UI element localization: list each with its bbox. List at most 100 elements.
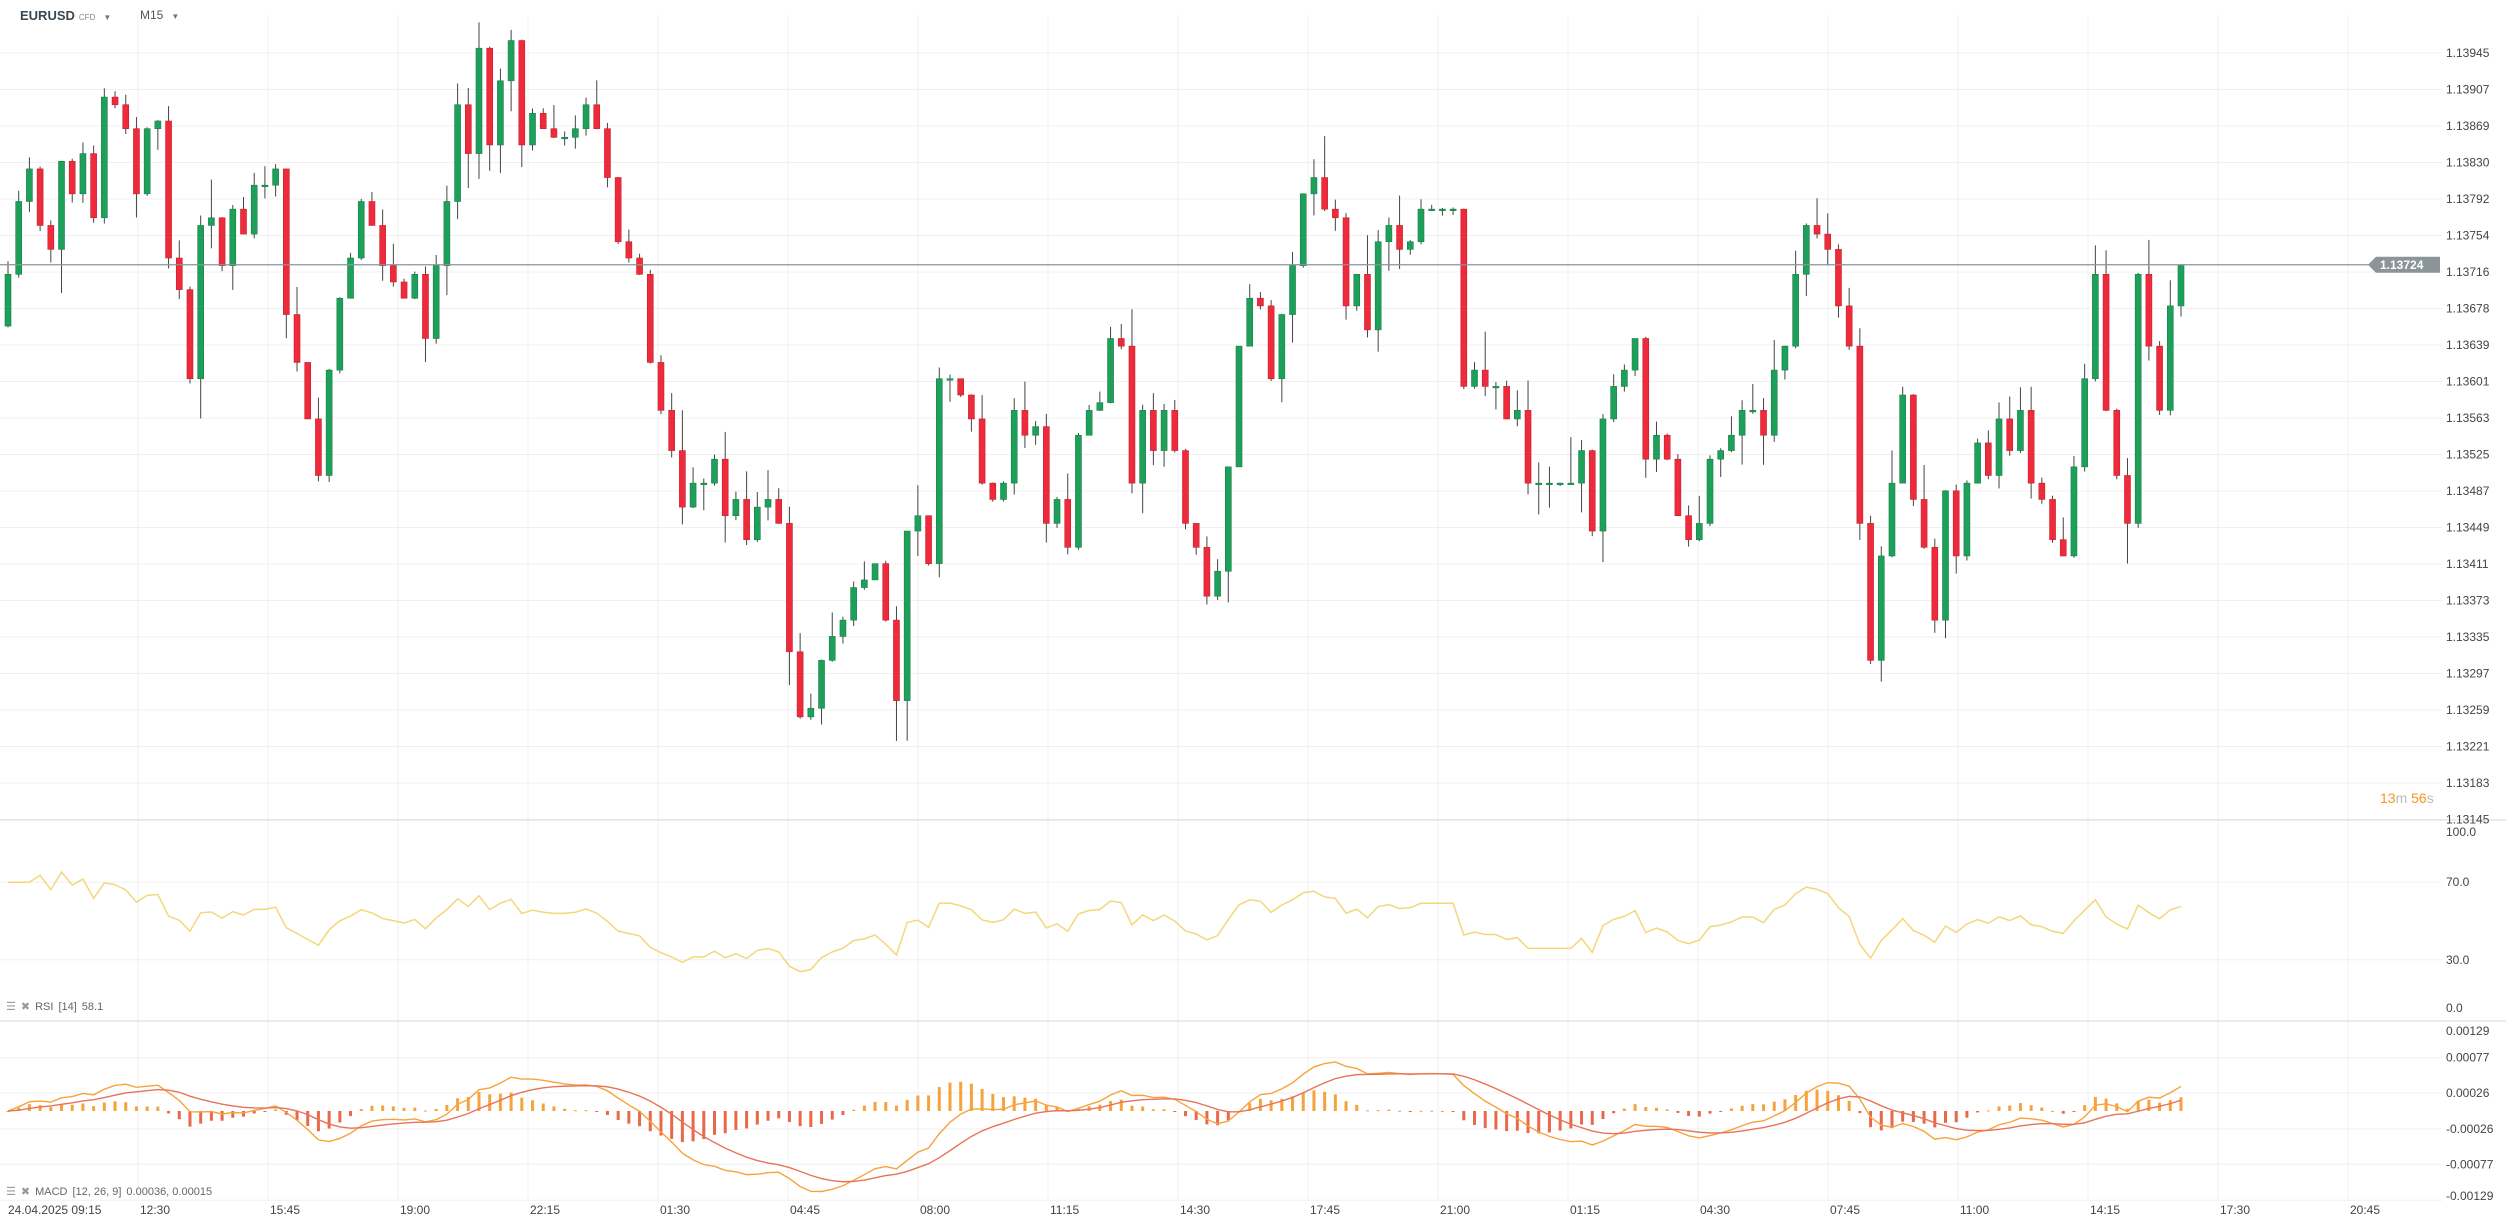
price-axis[interactable]: 1.13945 1.13907 1.13869 1.13830 1.13792 1.137… bbox=[2446, 46, 2490, 827]
macd-histogram-bar bbox=[1537, 1111, 1541, 1134]
macd-histogram-bar bbox=[445, 1105, 449, 1111]
candle bbox=[229, 205, 237, 290]
macd-histogram-bar bbox=[1323, 1091, 1327, 1111]
candle bbox=[582, 97, 590, 136]
candle-body-down bbox=[1663, 434, 1671, 460]
timeframe-selector[interactable]: M15 ▼ bbox=[140, 8, 179, 22]
current-price-line: 1.13724 bbox=[0, 256, 2440, 273]
candle bbox=[2027, 386, 2035, 499]
candle bbox=[743, 471, 750, 546]
macd-histogram-bar bbox=[1836, 1095, 1840, 1111]
macd-histogram-bar bbox=[156, 1106, 160, 1111]
price-tick-label: 1.13297 bbox=[2446, 667, 2490, 681]
macd-histogram-bar bbox=[1590, 1111, 1594, 1125]
macd-histogram-bar bbox=[1676, 1111, 1680, 1113]
candle bbox=[1663, 433, 1671, 461]
macd-histogram-bar bbox=[2147, 1099, 2151, 1111]
macd-histogram-bar bbox=[1044, 1104, 1048, 1111]
macd-histogram-bar bbox=[1012, 1096, 1016, 1111]
candle-body-up bbox=[861, 579, 868, 588]
macd-histogram-bar bbox=[1226, 1111, 1230, 1121]
candle bbox=[1717, 448, 1725, 477]
candle bbox=[935, 367, 943, 578]
candle bbox=[2038, 477, 2046, 504]
settings-icon[interactable]: ☰ bbox=[6, 1186, 16, 1198]
candle-body-down bbox=[1674, 458, 1682, 517]
candle-body-up bbox=[1631, 338, 1639, 371]
candle bbox=[1032, 421, 1039, 445]
candle-body-up bbox=[26, 168, 33, 202]
candle bbox=[1985, 430, 1992, 480]
macd-histogram-bar bbox=[638, 1111, 642, 1127]
rsi-legend: ☰ ✖ RSI [14] 58.1 bbox=[6, 1000, 103, 1014]
candle-body-down bbox=[2156, 345, 2163, 411]
candle bbox=[1310, 159, 1318, 216]
candle bbox=[1406, 240, 1414, 255]
candle bbox=[1963, 480, 1971, 561]
time-axis[interactable]: 24.04.2025 09:15 12:30 15:45 19:00 22:15 01:3… bbox=[8, 1203, 2380, 1217]
time-tick-label: 07:45 bbox=[1830, 1203, 1860, 1217]
candle-body-up bbox=[475, 47, 483, 154]
time-tick-label: 04:30 bbox=[1700, 1203, 1730, 1217]
macd-histogram-bar bbox=[937, 1087, 941, 1111]
candle bbox=[1974, 438, 1981, 484]
candle-body-up bbox=[828, 636, 836, 661]
close-icon[interactable]: ✖ bbox=[20, 1001, 31, 1013]
candle bbox=[957, 378, 964, 397]
candle-body-down bbox=[111, 96, 119, 106]
candle-body-down bbox=[1845, 305, 1853, 347]
candle-body-up bbox=[572, 128, 579, 138]
candle-body-down bbox=[2102, 273, 2110, 411]
candle bbox=[1674, 454, 1682, 517]
current-price-tag bbox=[2368, 256, 2440, 273]
candle-body-down bbox=[636, 257, 643, 275]
countdown-seconds: 56 bbox=[2411, 790, 2427, 806]
macd-histogram-bar bbox=[1890, 1111, 1894, 1129]
candle bbox=[668, 393, 675, 458]
macd-histogram-bar bbox=[1622, 1108, 1626, 1111]
candle bbox=[1514, 390, 1521, 427]
close-icon[interactable]: ✖ bbox=[20, 1186, 31, 1198]
macd-histogram-bar bbox=[1109, 1100, 1113, 1111]
price-tick-label: 1.13601 bbox=[2446, 375, 2490, 389]
candle-body-up bbox=[914, 515, 922, 532]
candle bbox=[1278, 313, 1286, 403]
settings-icon[interactable]: ☰ bbox=[6, 1001, 16, 1013]
macd-histogram-bar bbox=[755, 1111, 759, 1125]
macd-pane[interactable]: 0.00129 0.00077 0.00026 -0.00026 -0.00077 -0.… bbox=[6, 1024, 2494, 1203]
rsi-pane[interactable]: 100.0 70.0 30.0 0.0 bbox=[8, 825, 2476, 1015]
macd-histogram-bar bbox=[413, 1107, 417, 1111]
candle-body-up bbox=[1738, 410, 1746, 436]
macd-histogram-bar bbox=[209, 1111, 213, 1121]
candle-body-up bbox=[903, 530, 911, 701]
candle-body-down bbox=[1117, 338, 1125, 347]
candle bbox=[283, 168, 290, 339]
macd-histogram-bar bbox=[1847, 1100, 1851, 1111]
macd-histogram-bar bbox=[1419, 1110, 1423, 1112]
time-tick-label: 17:30 bbox=[2220, 1203, 2250, 1217]
macd-histogram-bar bbox=[1119, 1099, 1123, 1111]
time-tick-label: 11:15 bbox=[1050, 1203, 1079, 1217]
time-tick-label: 20:45 bbox=[2350, 1203, 2380, 1217]
candle-body-up bbox=[935, 378, 943, 564]
macd-histogram-bar bbox=[1911, 1111, 1915, 1122]
macd-histogram-bar bbox=[1858, 1111, 1862, 1114]
macd-histogram-bar bbox=[498, 1093, 502, 1111]
symbol-selector[interactable]: EURUSD CFD ▼ bbox=[20, 8, 111, 23]
macd-histogram-bar bbox=[2061, 1111, 2065, 1114]
macd-histogram-bar bbox=[1162, 1109, 1166, 1111]
candle bbox=[2059, 517, 2067, 557]
macd-histogram-bar bbox=[852, 1109, 856, 1111]
macd-histogram-bar bbox=[1430, 1110, 1434, 1112]
macd-histogram-bar bbox=[1751, 1104, 1755, 1111]
candle bbox=[1610, 374, 1617, 423]
macd-histogram-bar bbox=[1462, 1111, 1466, 1121]
candle bbox=[1803, 223, 1810, 297]
macd-histogram-bar bbox=[70, 1104, 74, 1111]
candle bbox=[796, 633, 804, 719]
candle bbox=[529, 108, 536, 151]
macd-histogram-bar bbox=[38, 1105, 42, 1111]
macd-histogram-bar bbox=[1387, 1109, 1391, 1111]
candle-body-down bbox=[2006, 418, 2014, 451]
